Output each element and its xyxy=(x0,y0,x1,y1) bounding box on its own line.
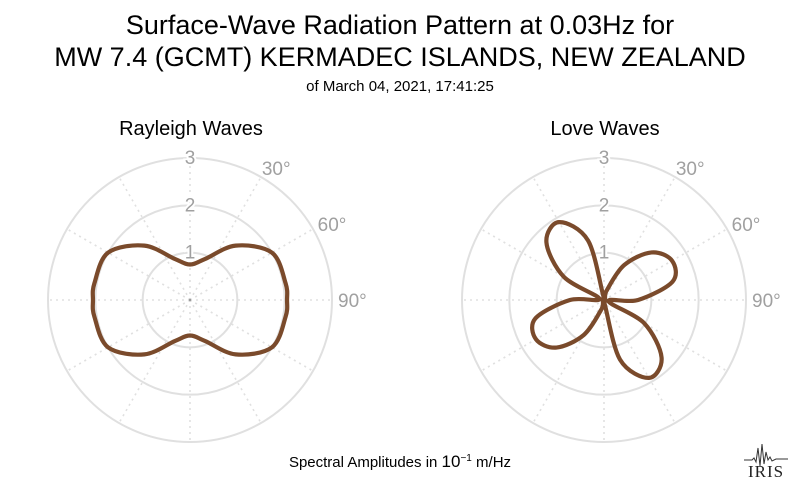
iris-logo-text: IRIS xyxy=(747,462,785,481)
love-r-tick-1: 1 xyxy=(599,243,610,264)
rayleigh-spoke-240 xyxy=(66,299,191,372)
love-spoke-120 xyxy=(603,299,728,372)
rayleigh-origin xyxy=(188,298,192,302)
rayleigh-r-tick-1: 1 xyxy=(185,243,196,264)
rayleigh-spoke-150 xyxy=(189,299,262,424)
rayleigh-grid-circle-1 xyxy=(141,251,239,349)
love-spoke-150 xyxy=(603,299,676,424)
rayleigh-spoke-330 xyxy=(118,176,191,301)
love-grid-circle-1 xyxy=(555,251,653,349)
rayleigh-radiation-pattern-line xyxy=(90,243,290,357)
units-prefix: Spectral Amplitudes in xyxy=(288,454,438,471)
love-radiation-pattern-line xyxy=(530,220,678,380)
love-spoke-330 xyxy=(532,176,605,301)
iris-logo: IRIS xyxy=(740,440,792,484)
rayleigh-spoke-120 xyxy=(189,299,314,372)
rayleigh-spoke-210 xyxy=(118,299,191,424)
rayleigh-angle-tick-30: 30° xyxy=(262,159,291,180)
love-spoke-60 xyxy=(603,228,728,301)
love-spoke-210 xyxy=(532,299,605,424)
units-base: 10 xyxy=(441,452,461,471)
chart-title-line1: Surface-Wave Radiation Pattern at 0.03Hz… xyxy=(125,10,675,40)
love-origin xyxy=(602,298,606,302)
units-exponent: −1 xyxy=(460,453,472,464)
rayleigh-r-tick-2: 2 xyxy=(185,195,196,216)
chart-title-line2: MW 7.4 (GCMT) KERMADEC ISLANDS, NEW ZEAL… xyxy=(54,42,746,72)
love-angle-tick-90: 90° xyxy=(752,291,781,312)
amplitude-units-label: Spectral Amplitudes in 10−1 m/Hz xyxy=(0,452,800,472)
rayleigh-spoke-30 xyxy=(189,176,262,301)
love-spoke-300 xyxy=(480,228,605,301)
units-suffix: m/Hz xyxy=(476,454,512,471)
love-spoke-30 xyxy=(603,176,676,301)
rayleigh-angle-tick-90: 90° xyxy=(338,291,367,312)
chart-subtitle-date: of March 04, 2021, 17:41:25 xyxy=(306,78,494,95)
rayleigh-plot-title: Rayleigh Waves xyxy=(119,118,263,140)
rayleigh-angle-tick-60: 60° xyxy=(318,215,347,236)
rayleigh-spoke-60 xyxy=(189,228,314,301)
love-r-tick-3: 3 xyxy=(599,148,610,169)
love-spoke-240 xyxy=(480,299,605,372)
rayleigh-grid-circle-3 xyxy=(47,157,333,443)
love-r-tick-2: 2 xyxy=(599,195,610,216)
love-plot-title: Love Waves xyxy=(550,118,660,140)
love-grid-circle-2 xyxy=(508,204,700,396)
rayleigh-r-tick-3: 3 xyxy=(185,148,196,169)
love-angle-tick-30: 30° xyxy=(676,159,705,180)
love-grid-circle-3 xyxy=(461,157,747,443)
rayleigh-spoke-300 xyxy=(66,228,191,301)
love-angle-tick-60: 60° xyxy=(732,215,761,236)
rayleigh-polar-plot: 1 2 3 30° 60° 90° xyxy=(47,146,367,443)
seismogram-icon xyxy=(744,443,788,467)
rayleigh-grid-circle-2 xyxy=(94,204,286,396)
